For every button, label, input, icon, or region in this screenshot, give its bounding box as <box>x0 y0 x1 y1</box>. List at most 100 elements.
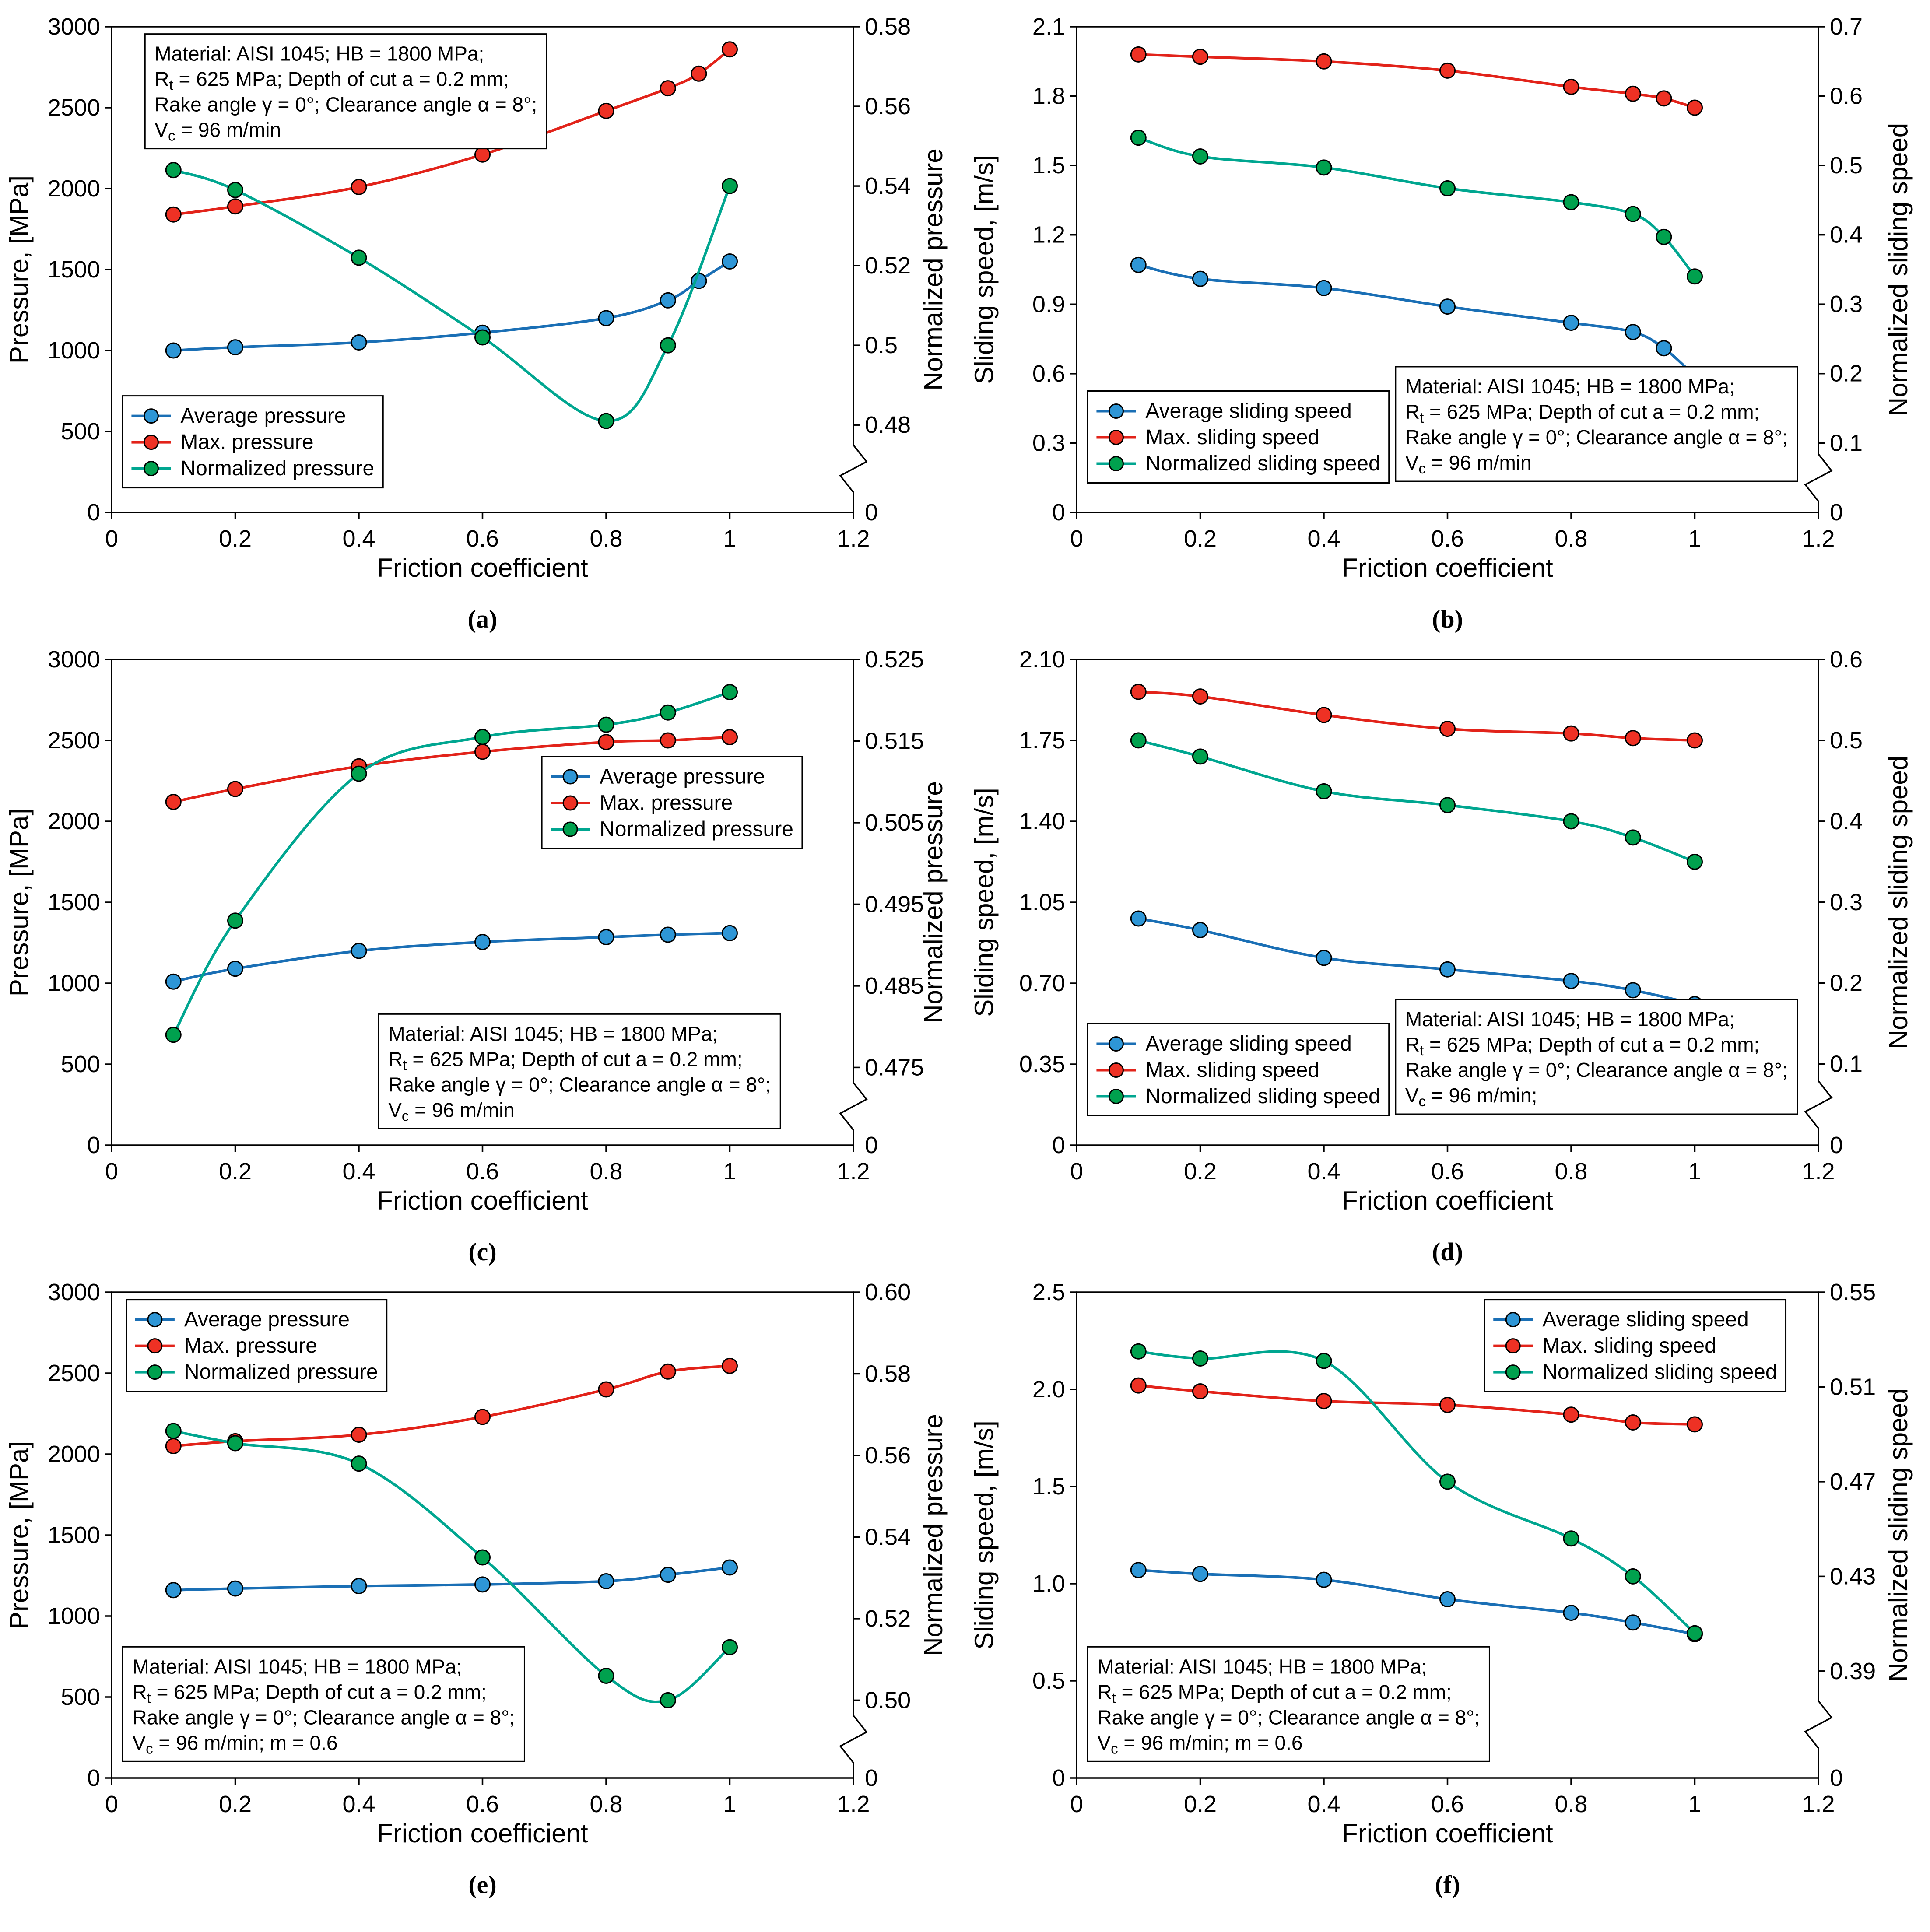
svg-text:Normalized pressure: Normalized pressure <box>184 1360 378 1384</box>
svg-text:Max. sliding speed: Max. sliding speed <box>1145 426 1319 449</box>
svg-text:0: 0 <box>1830 1132 1843 1158</box>
x-axis: 0 0.2 0.4 0.6 0.8 1 1.2 Friction coefficient <box>105 1145 870 1215</box>
panel-b: 0 0.2 0.4 0.6 0.8 1 1.2 Friction coefficient 0 0.… <box>965 7 1930 640</box>
caption-a: (a) <box>468 598 498 640</box>
data-point-marker <box>598 1381 614 1398</box>
data-point-marker <box>474 743 491 760</box>
data-point-marker <box>351 1578 367 1595</box>
data-point-marker <box>474 146 491 163</box>
data-point-marker <box>474 1549 491 1566</box>
svg-text:0.4: 0.4 <box>342 1791 375 1817</box>
y-axis-right: 0.48 0.5 0.52 0.54 0.56 0.58 0 Normalized press… <box>839 14 948 526</box>
svg-text:1.2: 1.2 <box>1802 1158 1835 1185</box>
data-point-marker <box>1130 1562 1147 1578</box>
data-point-marker <box>1192 148 1208 165</box>
svg-text:2.0: 2.0 <box>1032 1376 1065 1403</box>
svg-text:Normalized sliding speed: Normalized sliding speed <box>1884 1389 1913 1682</box>
svg-text:0.6: 0.6 <box>1830 83 1863 109</box>
svg-text:0.1: 0.1 <box>1830 430 1863 456</box>
svg-text:Max. sliding speed: Max. sliding speed <box>1542 1334 1716 1357</box>
svg-text:0.3: 0.3 <box>1032 430 1065 456</box>
svg-text:0: 0 <box>87 499 100 526</box>
svg-text:Vc = 96 m/min: Vc = 96 m/min <box>388 1098 515 1124</box>
axis-break-icon <box>1804 453 1833 502</box>
series-average <box>165 1559 738 1599</box>
svg-text:Average sliding speed: Average sliding speed <box>1145 400 1351 423</box>
series-average <box>165 925 738 990</box>
data-point-marker <box>1687 99 1703 116</box>
svg-text:1.05: 1.05 <box>1019 889 1065 915</box>
svg-text:0.5: 0.5 <box>1830 727 1863 754</box>
svg-text:0.495: 0.495 <box>865 891 924 917</box>
svg-text:500: 500 <box>61 418 100 445</box>
svg-text:0.2: 0.2 <box>1830 361 1863 387</box>
legend: Average sliding speed Max. sliding speed N… <box>1484 1299 1787 1392</box>
caption-f: (f) <box>1435 1863 1460 1905</box>
data-point-marker <box>722 1559 738 1576</box>
legend-marker <box>1108 456 1124 471</box>
svg-text:0.8: 0.8 <box>1555 1158 1587 1185</box>
annotation-box: Material: AISI 1045; HB = 1800 MPa;Rt = … <box>378 1013 781 1129</box>
data-point-marker <box>1192 922 1208 938</box>
svg-text:Max. sliding speed: Max. sliding speed <box>1145 1059 1319 1082</box>
data-point-marker <box>474 329 491 346</box>
data-point-marker <box>1625 1568 1641 1585</box>
data-point-marker <box>1563 1605 1579 1621</box>
svg-text:1500: 1500 <box>48 889 100 915</box>
series-normalized <box>1130 130 1703 285</box>
data-point-marker <box>660 1567 676 1583</box>
data-point-marker <box>660 704 676 721</box>
legend-marker <box>147 1312 163 1328</box>
chart-e: 0 0.2 0.4 0.6 0.8 1 1.2 Friction coefficient 0 50… <box>0 1273 965 1863</box>
data-point-marker <box>1687 1416 1703 1433</box>
data-point-marker <box>1130 46 1147 63</box>
chart-a: 0 0.2 0.4 0.6 0.8 1 1.2 Friction coefficient 0 50… <box>0 7 965 598</box>
svg-text:0: 0 <box>1830 499 1843 526</box>
svg-text:1.2: 1.2 <box>1802 526 1835 552</box>
data-point-marker <box>1192 1566 1208 1582</box>
svg-text:0.6: 0.6 <box>1431 1791 1464 1817</box>
svg-text:1000: 1000 <box>48 1603 100 1629</box>
data-point-marker <box>1192 49 1208 65</box>
svg-text:0.2: 0.2 <box>1184 526 1217 552</box>
data-point-marker <box>660 80 676 97</box>
series-max <box>165 41 738 223</box>
svg-text:Normalized sliding speed: Normalized sliding speed <box>1884 123 1913 416</box>
svg-text:Rake angle γ = 0°; Clearance a: Rake angle γ = 0°; Clearance angle α = 8… <box>1097 1706 1480 1729</box>
series-normalized <box>1130 1343 1703 1641</box>
data-point-marker <box>165 794 182 810</box>
data-point-marker <box>722 729 738 746</box>
svg-text:500: 500 <box>61 1051 100 1077</box>
svg-text:Vc = 96 m/min: Vc = 96 m/min <box>1405 451 1532 477</box>
svg-text:Normalized sliding speed: Normalized sliding speed <box>1145 1085 1380 1108</box>
data-point-marker <box>1316 783 1332 799</box>
y-axis-left: 0 500 1000 1500 2000 2500 3000 Pressure, [MPa] <box>4 14 112 526</box>
svg-text:1000: 1000 <box>48 337 100 364</box>
svg-text:Max. pressure: Max. pressure <box>600 792 733 815</box>
data-point-marker <box>227 182 243 198</box>
data-point-marker <box>691 65 707 82</box>
svg-text:1.2: 1.2 <box>837 1158 870 1185</box>
svg-text:Vc = 96 m/min; m = 0.6: Vc = 96 m/min; m = 0.6 <box>1097 1731 1302 1757</box>
data-point-marker <box>351 943 367 959</box>
svg-text:0.70: 0.70 <box>1019 970 1065 996</box>
svg-text:0.8: 0.8 <box>590 1158 622 1185</box>
svg-text:1.2: 1.2 <box>837 1791 870 1817</box>
legend-marker <box>143 461 159 477</box>
data-point-marker <box>1687 732 1703 749</box>
svg-text:Material: AISI 1045; HB = 1800: Material: AISI 1045; HB = 1800 MPa; <box>154 42 484 65</box>
data-point-marker <box>1439 797 1456 813</box>
annotation-box: Material: AISI 1045; HB = 1800 MPa;Rt = … <box>1395 366 1798 482</box>
svg-text:Material: AISI 1045; HB = 1800: Material: AISI 1045; HB = 1800 MPa; <box>1405 375 1735 398</box>
legend: Average pressure Max. pressure Normalized … <box>541 756 803 849</box>
data-point-marker <box>1439 721 1456 737</box>
svg-text:1: 1 <box>1688 1791 1701 1817</box>
data-point-marker <box>660 732 676 749</box>
svg-text:3000: 3000 <box>48 14 100 40</box>
data-point-marker <box>227 339 243 356</box>
caption-f-text: (f) <box>1435 1870 1460 1899</box>
axis-break-icon <box>1804 1700 1833 1749</box>
series-average <box>1130 256 1703 384</box>
y-axis-right: 0.1 0.2 0.3 0.4 0.5 0.6 0.7 0 Normalized sliding… <box>1804 14 1913 526</box>
